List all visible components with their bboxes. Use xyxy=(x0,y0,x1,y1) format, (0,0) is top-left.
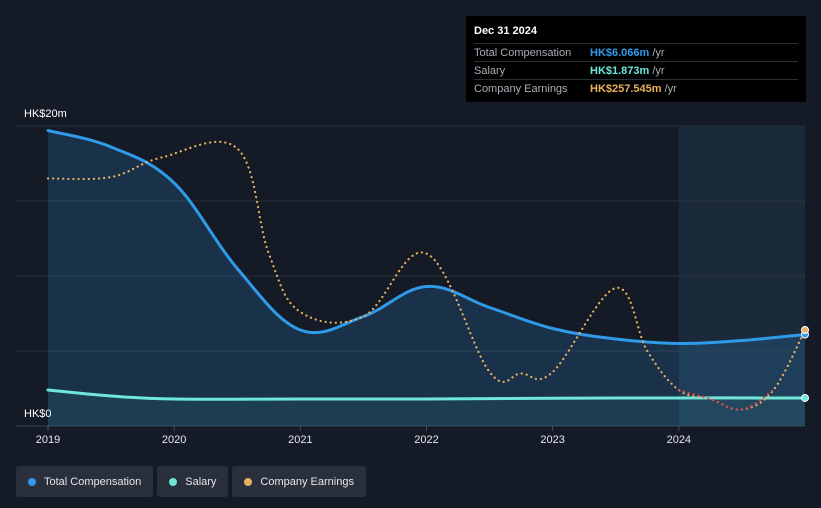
tooltip-value: HK$6.066m xyxy=(590,46,650,59)
tooltip-row-total-compensation: Total Compensation HK$6.066m /yr xyxy=(474,44,798,62)
x-tick-label: 2024 xyxy=(667,434,691,446)
end-marker-salary xyxy=(801,393,809,402)
tooltip-unit: /yr xyxy=(664,82,677,95)
y-tick-label-top: HK$20m xyxy=(24,108,67,120)
legend-label: Salary xyxy=(185,475,217,488)
legend-dot-icon xyxy=(169,477,178,486)
x-tick-label: 2022 xyxy=(414,434,438,446)
x-tick-label: 2023 xyxy=(540,434,564,446)
tooltip-value: HK$1.873m xyxy=(590,64,650,77)
legend-dot-icon xyxy=(244,477,253,486)
legend-label: Total Compensation xyxy=(44,475,142,488)
x-tick-label: 2019 xyxy=(36,434,60,446)
legend-label: Company Earnings xyxy=(260,475,354,488)
end-marker-company-earnings xyxy=(801,326,809,334)
series-line-total-compensation xyxy=(46,129,807,346)
tooltip-label: Total Compensation xyxy=(474,46,572,59)
x-tick-label: 2020 xyxy=(162,434,186,446)
tooltip-value: HK$257.545m xyxy=(590,82,662,95)
tooltip: Dec 31 2024 Total Compensation HK$6.066m… xyxy=(466,16,806,102)
x-axis: 2019 2020 2021 2022 2023 2024 xyxy=(36,426,691,446)
legend-item-total-compensation[interactable]: Total Compensation xyxy=(16,466,154,497)
legend: Total Compensation Salary Company Earnin… xyxy=(16,466,366,497)
legend-dot-icon xyxy=(28,477,36,486)
legend-item-salary[interactable]: Salary xyxy=(157,466,229,497)
tooltip-label: Company Earnings xyxy=(474,82,568,95)
series-area-0 xyxy=(48,130,805,426)
y-tick-label-bottom: HK$0 xyxy=(24,408,52,420)
series-line-salary xyxy=(46,388,807,401)
tooltip-row-salary: Salary HK$1.873m /yr xyxy=(474,62,798,80)
tooltip-row-company-earnings: Company Earnings HK$257.545m /yr xyxy=(474,80,798,97)
x-tick-label: 2021 xyxy=(288,434,312,446)
earnings-dip-line xyxy=(677,388,775,411)
legend-item-company-earnings[interactable]: Company Earnings xyxy=(232,466,366,497)
tooltip-unit: /yr xyxy=(652,64,665,77)
tooltip-date: Dec 31 2024 xyxy=(474,23,798,44)
series-layer xyxy=(46,129,809,426)
grid xyxy=(16,125,805,427)
tooltip-label: Salary xyxy=(474,64,506,77)
tooltip-unit: /yr xyxy=(652,46,665,59)
